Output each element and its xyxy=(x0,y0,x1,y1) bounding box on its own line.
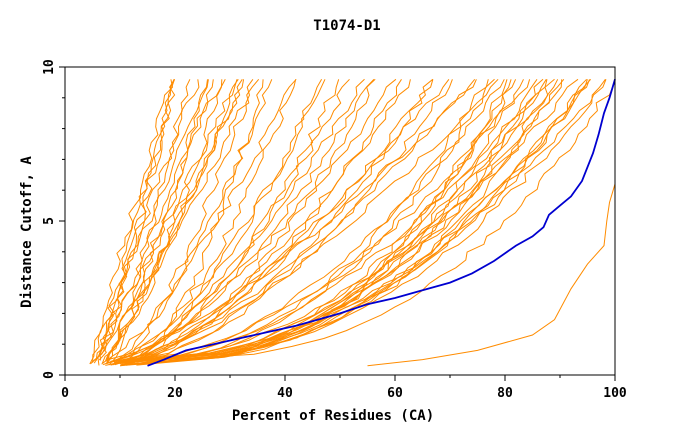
x-axis: 0 20 40 60 80 100 xyxy=(61,375,627,401)
model-curve-shallow xyxy=(134,79,559,362)
model-curve-middle xyxy=(102,79,326,366)
model-curve-shallow xyxy=(110,79,607,362)
model-curve-shallow xyxy=(113,79,548,364)
y-axis: 0 5 10 xyxy=(42,59,65,379)
model-curve-middle xyxy=(128,78,499,362)
model-curve-shallow xyxy=(114,79,606,364)
x-tick-label: 60 xyxy=(387,386,403,401)
model-curve-shallow xyxy=(114,78,579,365)
model-curve-middle xyxy=(126,79,450,366)
y-axis-label: Distance Cutoff, A xyxy=(19,156,35,308)
model-curve-middle xyxy=(127,79,453,362)
outlier-curve xyxy=(367,79,616,367)
y-tick-label: 10 xyxy=(42,59,57,75)
model-curve-steep xyxy=(98,79,175,361)
highlight-curve xyxy=(147,79,616,367)
model-curve-shallow xyxy=(122,79,563,362)
model-curve-middle xyxy=(116,78,397,362)
model-curve-middle xyxy=(106,79,477,361)
y-tick-label: 0 xyxy=(42,371,57,379)
y-tick-label: 5 xyxy=(42,217,57,225)
model-curve-steep xyxy=(107,78,260,363)
model-curve-middle xyxy=(115,78,375,364)
model-curve-steep xyxy=(106,79,191,364)
model-curve-shallow xyxy=(111,79,531,363)
model-curve-middle xyxy=(110,78,434,363)
model-curve-shallow xyxy=(136,79,590,366)
model-curve-middle xyxy=(114,79,323,366)
x-tick-label: 100 xyxy=(603,386,627,401)
model-curve-middle xyxy=(113,79,273,366)
model-curve-steep xyxy=(99,79,175,361)
plot-area xyxy=(89,78,616,367)
x-axis-label: Percent of Residues (CA) xyxy=(232,408,434,424)
model-curve-steep xyxy=(92,79,209,363)
model-curve-middle xyxy=(102,78,297,364)
model-curve-middle xyxy=(119,79,254,365)
x-tick-label: 80 xyxy=(497,386,513,401)
chart-title: T1074-D1 xyxy=(313,18,380,34)
x-tick-label: 0 xyxy=(61,386,69,401)
model-curve-shallow xyxy=(121,78,565,362)
model-curve-middle xyxy=(117,79,340,364)
model-curve-middle xyxy=(106,78,350,365)
model-curve-steep xyxy=(97,79,223,366)
model-curve-steep xyxy=(91,79,243,363)
model-curve-middle xyxy=(105,78,476,366)
x-tick-label: 40 xyxy=(277,386,293,401)
model-curve-middle xyxy=(112,79,297,362)
model-curve-steep xyxy=(90,79,238,365)
model-curve-middle xyxy=(126,78,365,363)
model-curve-shallow xyxy=(128,79,616,363)
x-tick-label: 20 xyxy=(167,386,183,401)
model-curve-shallow xyxy=(127,78,544,362)
model-curve-steep xyxy=(93,79,200,364)
model-curve-shallow xyxy=(128,78,495,362)
model-curve-shallow xyxy=(123,79,505,365)
model-curve-steep xyxy=(89,79,174,365)
